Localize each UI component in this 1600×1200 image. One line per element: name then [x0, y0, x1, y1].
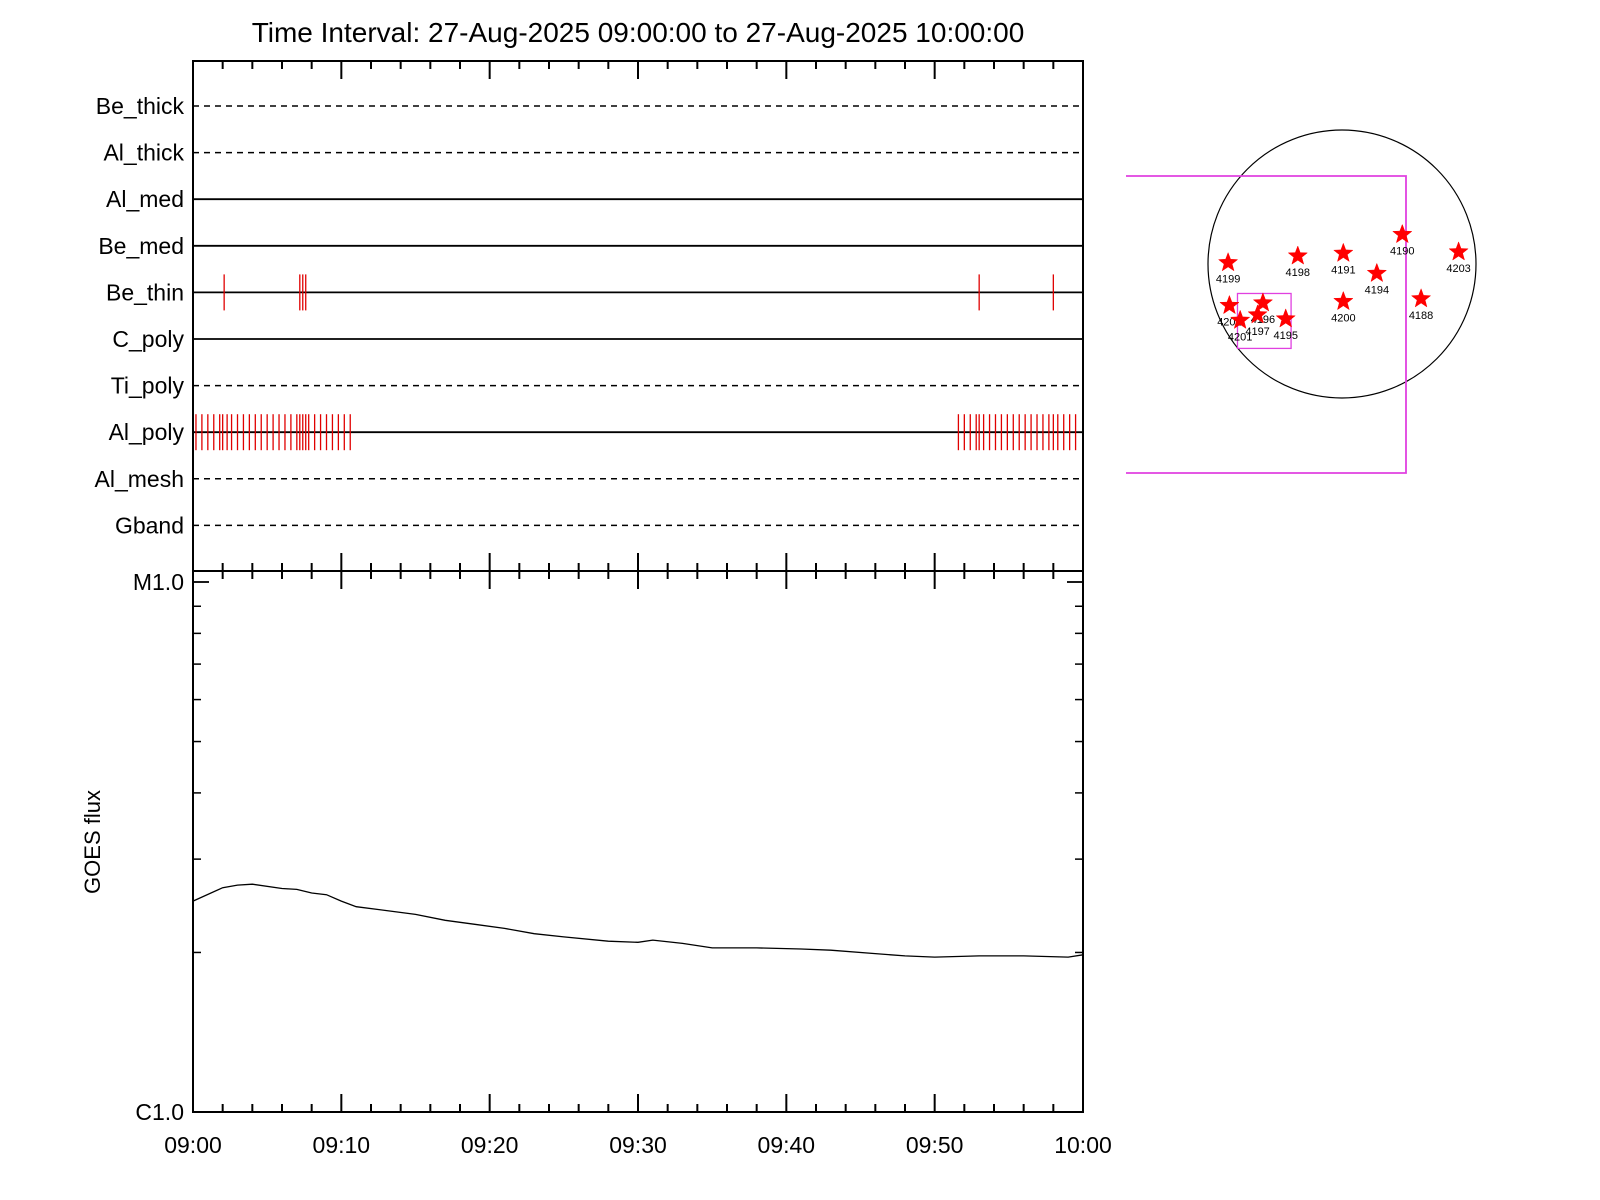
region-star-4198 — [1287, 245, 1308, 265]
region-label-4203: 4203 — [1446, 263, 1470, 275]
goes-panel-frame — [192, 570, 1084, 1113]
zoom-outline — [1126, 175, 1407, 474]
chart-title: Time Interval: 27-Aug-2025 09:00:00 to 2… — [252, 17, 1025, 48]
x-axis-tick-labels: 09:00 09:10 09:20 09:30 09:40 09:50 10:00 — [164, 1132, 1112, 1158]
region-star-4188 — [1410, 288, 1432, 308]
region-label-4191: 4191 — [1331, 264, 1355, 276]
filter-label-al_thick: Al_thick — [103, 140, 184, 166]
region-star-4202 — [1219, 294, 1240, 315]
x-tick-label: 09:50 — [906, 1132, 964, 1158]
goes-flux-panel: 09:00 09:10 09:20 09:30 09:40 09:50 10:00 M1.0… — [80, 569, 1112, 1158]
filter-label-be_thin: Be_thin — [106, 279, 184, 305]
region-star-4199 — [1217, 251, 1239, 272]
x-tick-label: 09:00 — [164, 1132, 222, 1158]
region-star-4191 — [1333, 242, 1354, 262]
x-tick-label: 10:00 — [1054, 1132, 1112, 1158]
filter-label-gband: Gband — [115, 512, 184, 538]
x-tick-label: 09:40 — [758, 1132, 816, 1158]
filter-exposure-panel: Be_thick Al_thick Al_med Be_med Be_thin C_pol… — [95, 60, 1084, 572]
region-star-4196 — [1252, 292, 1274, 312]
filter-label-be_med: Be_med — [98, 233, 184, 259]
x-tick-label: 09:20 — [461, 1132, 519, 1158]
y-axis-label: GOES flux — [80, 790, 105, 894]
region-label-4190: 4190 — [1390, 246, 1414, 258]
region-label-4200: 4200 — [1331, 313, 1355, 325]
filter-label-al_poly: Al_poly — [109, 419, 185, 445]
solar-disk — [1207, 129, 1477, 399]
y-tick-label: M1.0 — [133, 569, 184, 595]
goes-panel-ticks — [192, 571, 1084, 1113]
zoom-connector-lines — [1126, 175, 1407, 474]
region-label-4199: 4199 — [1216, 274, 1240, 286]
y-axis-tick-labels: M1.0 C1.0 — [133, 569, 184, 1125]
filter-label-al_med: Al_med — [106, 186, 184, 212]
region-label-4194: 4194 — [1365, 284, 1389, 296]
x-tick-label: 09:30 — [609, 1132, 667, 1158]
region-star-4203 — [1448, 241, 1469, 261]
filter-label-be_thick: Be_thick — [96, 93, 185, 119]
region-star-4195 — [1275, 308, 1296, 328]
goes-flux-line — [192, 883, 1084, 958]
filter-labels: Be_thick Al_thick Al_med Be_med Be_thin C_pol… — [95, 93, 185, 538]
region-star-4200 — [1333, 290, 1354, 311]
filter-exposure-marks — [195, 274, 1077, 451]
region-star-4201 — [1229, 309, 1251, 329]
region-label-4197: 4197 — [1245, 326, 1269, 338]
region-label-4198: 4198 — [1286, 267, 1310, 279]
region-label-4188: 4188 — [1409, 310, 1433, 322]
filter-label-ti_poly: Ti_poly — [111, 373, 185, 399]
x-tick-label: 09:10 — [313, 1132, 371, 1158]
y-tick-label: C1.0 — [135, 1099, 184, 1125]
region-star-4194 — [1366, 262, 1388, 283]
filter-panel-ticks — [192, 61, 1084, 571]
filter-guide-lines — [193, 105, 1083, 527]
region-star-4197 — [1247, 304, 1268, 324]
region-star-4190 — [1392, 223, 1413, 244]
filter-label-al_mesh: Al_mesh — [95, 466, 184, 492]
region-label-4195: 4195 — [1273, 330, 1297, 342]
filter-panel-frame — [192, 60, 1084, 572]
filter-label-c_poly: C_poly — [112, 326, 184, 352]
region-label-4201: 4201 — [1228, 331, 1252, 343]
